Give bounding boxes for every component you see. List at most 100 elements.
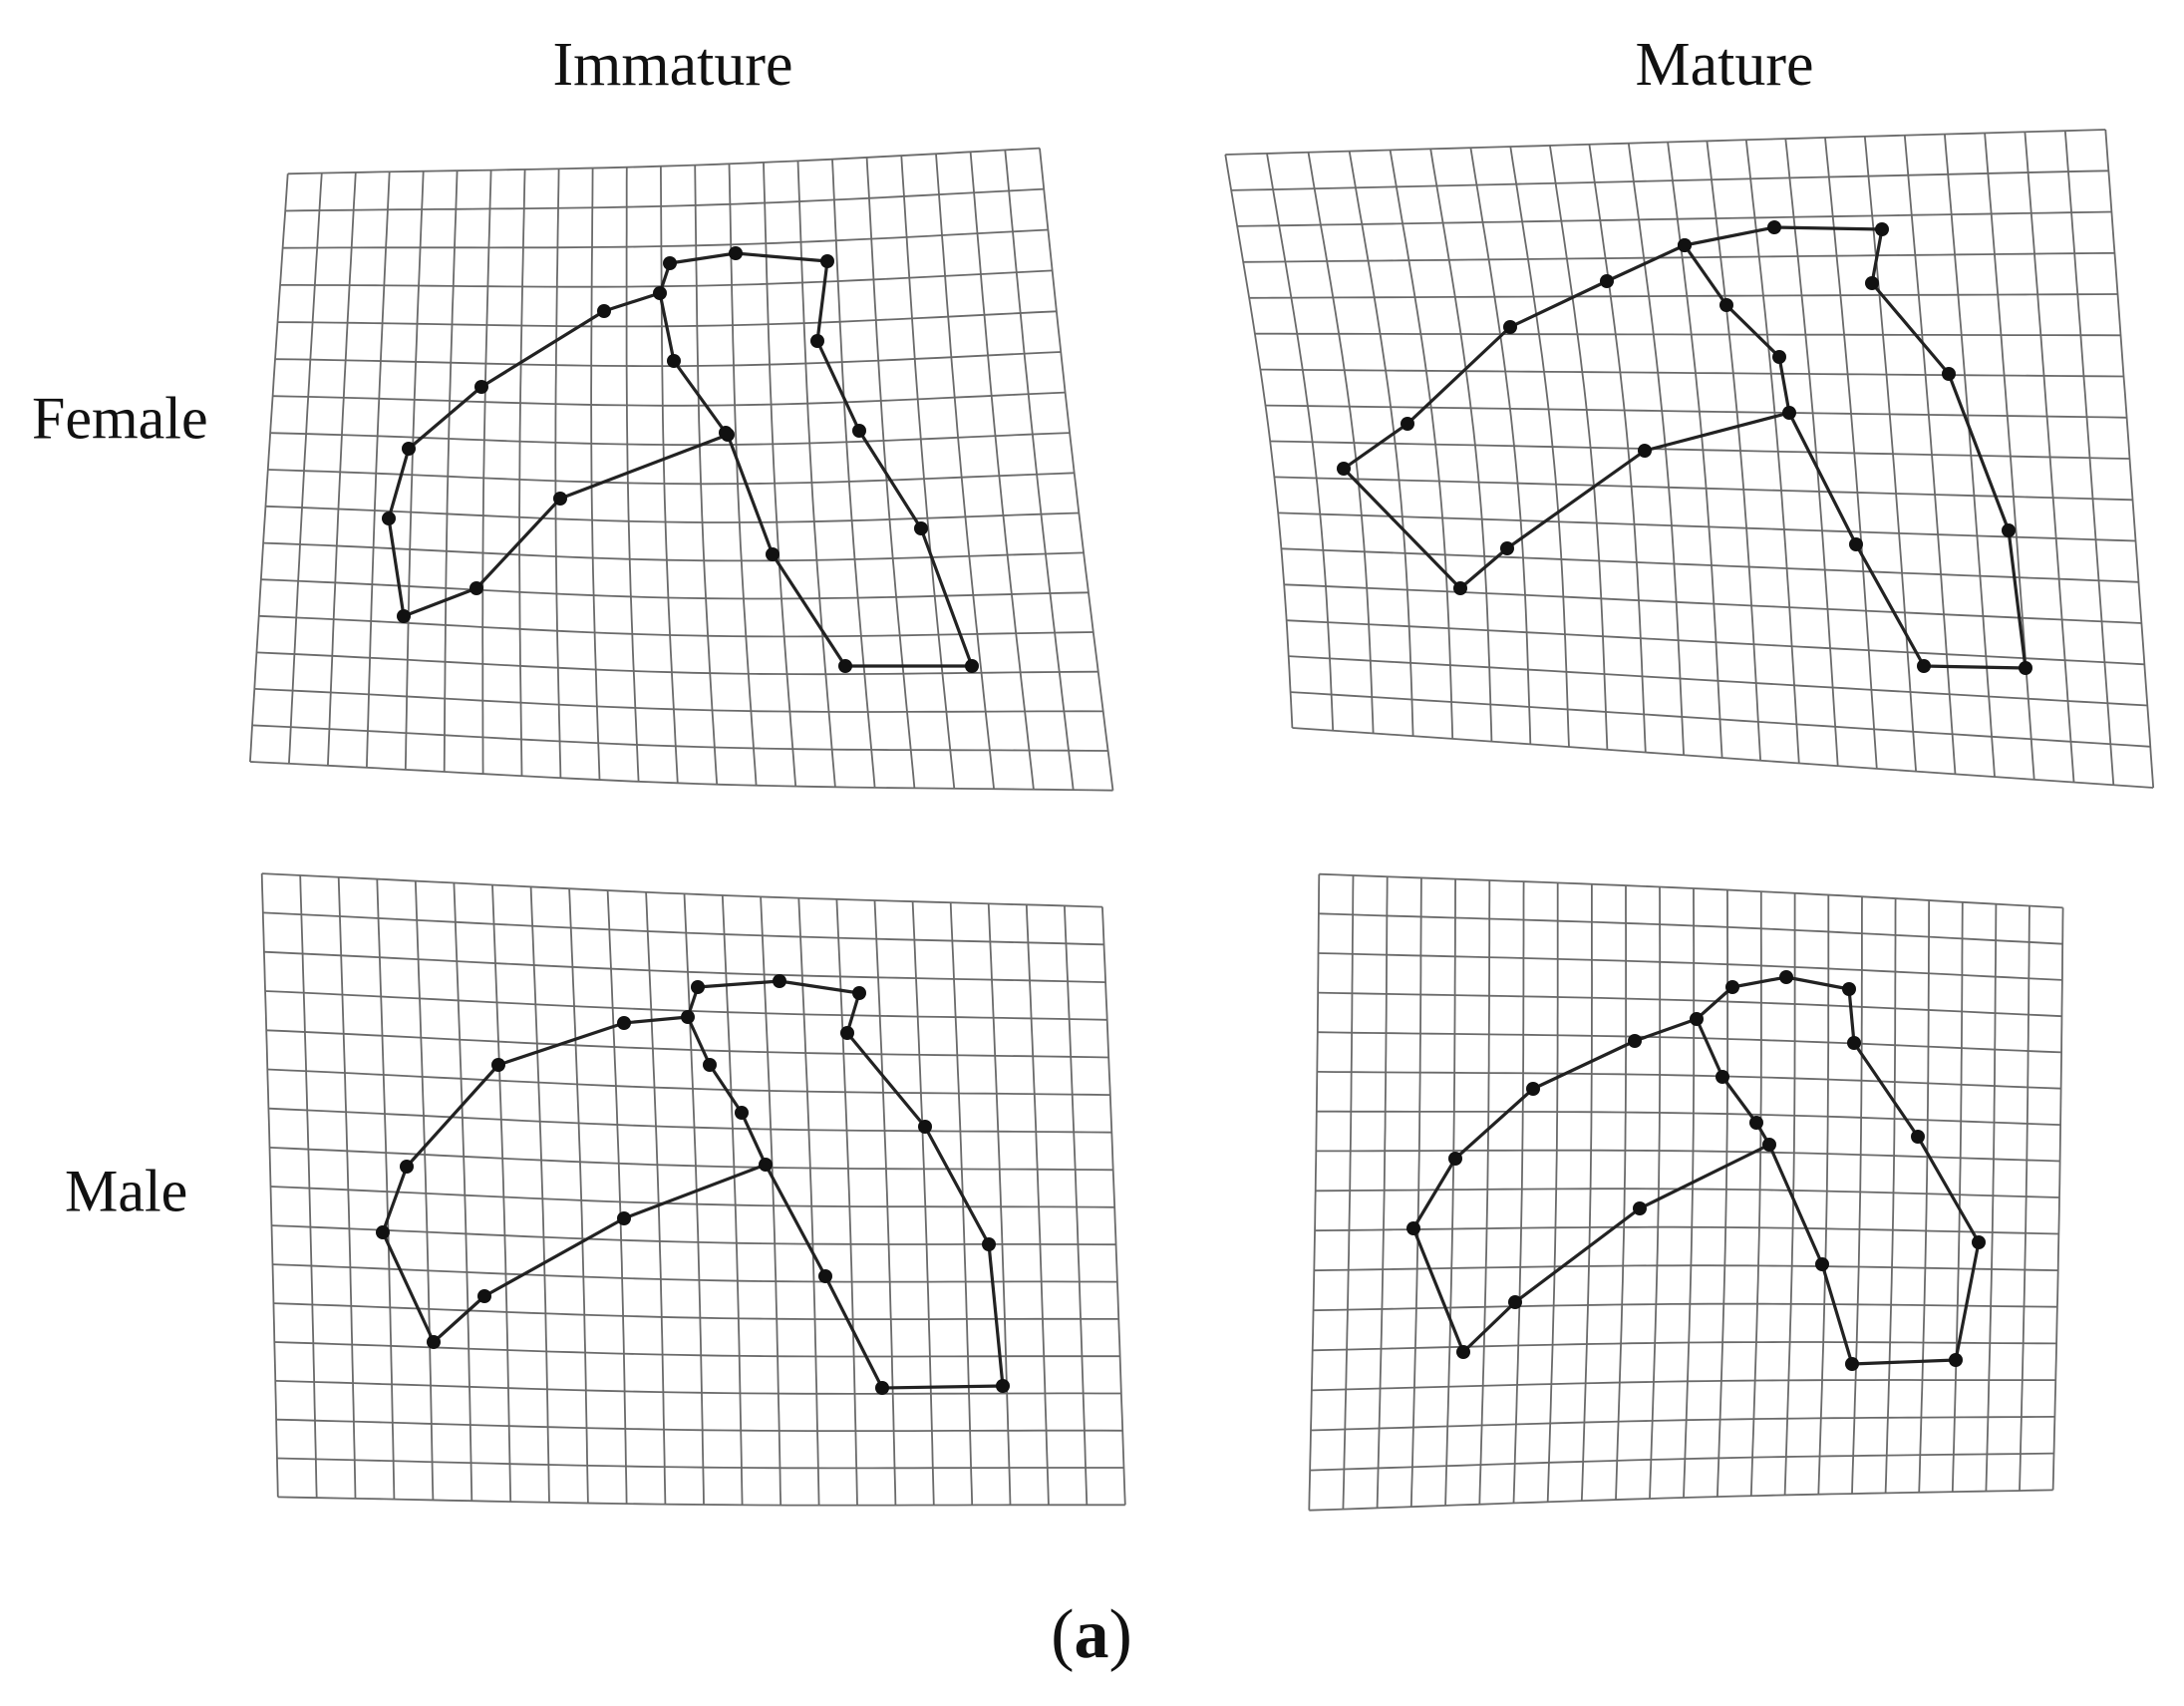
grid-line-vertical [1308,873,1321,1511]
landmark-point [491,1058,505,1072]
grid-line-vertical [797,897,820,1506]
grid-line-horizontal [1286,619,2145,666]
landmark-point [382,512,396,525]
grid-line-vertical [568,888,589,1504]
row-label-male: Male [65,1158,188,1224]
mature-female-inner-outline [1683,244,1791,414]
landmark-point [1847,1036,1861,1050]
landmark-point [1725,980,1739,994]
grid-line-vertical [1064,905,1089,1506]
grid-line-horizontal [252,724,1108,752]
landmark-point [735,1106,749,1120]
landmark-point [402,442,416,456]
landmark-point [1628,1034,1642,1048]
grid-line-horizontal [272,391,1066,407]
landmark-point [1719,298,1733,312]
landmark-point [840,1026,854,1040]
grid-line-vertical [1918,899,1931,1493]
grid-line-vertical [1512,881,1525,1504]
grid-line-horizontal [272,1263,1117,1283]
grid-line-horizontal [1260,368,2124,378]
grid-line-vertical [453,882,473,1502]
landmark-point [1815,1257,1829,1271]
grid-line-horizontal [1314,1264,2058,1272]
landmark-point [852,986,866,1000]
grid-line-vertical [491,884,512,1503]
grid-line-vertical [1409,877,1422,1508]
grid-line-horizontal [1243,251,2115,263]
landmark-point [653,286,667,300]
immature-male-grid [260,872,1126,1507]
grid-line-horizontal [1316,1110,2061,1126]
grid-line-horizontal [1281,547,2139,583]
landmark-point [477,1289,491,1303]
grid-line-vertical [376,878,396,1500]
grid-line-horizontal [270,1186,1115,1208]
landmark-point [1865,276,1879,290]
grid-line-vertical [414,880,435,1501]
landmark-point [1779,970,1793,984]
grid-line-horizontal [256,651,1098,676]
grid-line-horizontal [249,761,1113,792]
grid-line-horizontal [1292,727,2154,789]
grid-line-horizontal [270,432,1071,447]
landmark-point [759,1158,773,1172]
landmark-point [1526,1082,1540,1096]
grid-line-horizontal [1290,691,2151,748]
grid-line-vertical [404,171,425,770]
grid-line-vertical [911,901,935,1506]
grid-line-vertical [1649,886,1662,1500]
grid-line-horizontal [263,950,1106,983]
landmark-point [1690,1012,1704,1026]
grid-line-horizontal [1225,129,2106,156]
landmark-point [1942,367,1956,381]
landmark-point [914,521,928,535]
grid-line-vertical [1376,876,1389,1509]
landmark-point [1456,1345,1470,1359]
grid-line-horizontal [276,1457,1124,1470]
figure-label: (a) [1051,1595,1132,1675]
grid-line-vertical [1039,148,1114,791]
landmark-point [1500,541,1514,555]
grid-line-horizontal [267,469,1075,486]
grid-line-vertical [1683,888,1696,1499]
grid-line-horizontal [1317,1031,2062,1054]
grid-line-vertical [1884,898,1897,1494]
landmark-point [1772,350,1786,364]
grid-line-horizontal [1265,404,2127,419]
panel-immature-male [260,872,1126,1507]
grid-line-horizontal [271,1224,1116,1246]
grid-line-horizontal [282,228,1049,249]
grid-line-horizontal [266,1029,1109,1059]
landmark-point [617,1016,631,1030]
mature-male-inner-outline [1695,1018,1771,1146]
landmark-point [1716,1070,1729,1084]
landmark-point [1782,406,1796,420]
grid-line-horizontal [1278,512,2136,542]
immature-male-inner-outline [686,1016,768,1166]
grid-line-vertical [645,891,667,1505]
column-label-mature: Mature [1635,31,1814,99]
grid-line-horizontal [277,310,1057,328]
landmark-point [1949,1353,1963,1367]
grid-line-horizontal [263,541,1085,562]
landmark-point [400,1160,414,1174]
landmark-point [1972,1235,1986,1249]
landmark-point [729,246,743,260]
column-label-immature: Immature [552,31,793,99]
landmark-point [1917,659,1931,673]
landmark-point [1842,982,1856,996]
landmark-point [1678,238,1692,252]
grid-line-vertical [1342,874,1355,1510]
landmark-point [773,974,786,988]
landmark-point [965,659,979,673]
figure-label-open: ( [1051,1596,1075,1673]
grid-line-horizontal [285,187,1045,212]
grid-line-horizontal [1311,1379,2056,1392]
panel-immature-female [249,147,1114,792]
landmark-point [810,334,824,348]
grid-line-horizontal [1317,1071,2061,1090]
landmark-point [553,492,567,506]
panel-mature-male [1308,872,2064,1512]
landmark-point [1845,1357,1859,1371]
